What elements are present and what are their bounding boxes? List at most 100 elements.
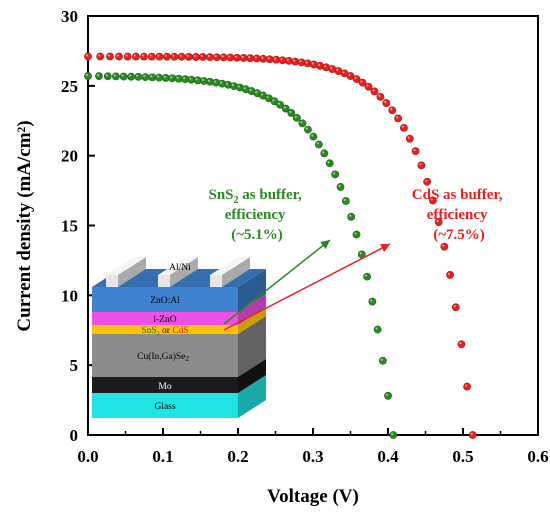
- cds-point-21: [246, 54, 255, 63]
- glass-label: Glass: [154, 402, 175, 412]
- cds-point-16: [212, 53, 221, 62]
- y-tick-label-2: 10: [61, 286, 78, 305]
- cds-point-highlight-20: [241, 55, 244, 58]
- izno-layer-front: [92, 312, 238, 325]
- cds-point-highlight-45: [395, 116, 399, 119]
- sns2-point-highlight-35: [311, 134, 314, 137]
- cds-point-highlight-34: [330, 66, 333, 70]
- buffer-or-label: or: [160, 326, 173, 336]
- sns2-ann-pre: SnS: [209, 187, 234, 203]
- x-tick-label-1: 0.1: [152, 447, 173, 466]
- sns2-point-49: [384, 391, 392, 400]
- cds-point-9: [163, 52, 171, 61]
- sns2-point-highlight-2: [105, 74, 108, 77]
- cds-point-5: [132, 52, 140, 61]
- cds-point-highlight-19: [234, 55, 238, 58]
- cds-point-highlight-48: [413, 148, 416, 152]
- cds-point-40: [364, 82, 373, 91]
- buffer-label: SnS2 or CdS: [141, 326, 188, 337]
- cds-point-49: [417, 161, 426, 170]
- cds-point-highlight-18: [228, 55, 231, 58]
- cds-point-highlight-6: [141, 54, 144, 57]
- cds-point-highlight-21: [248, 55, 251, 59]
- sns2-point-highlight-16: [201, 78, 204, 81]
- znoal-layer-side: [238, 269, 266, 312]
- sns2-point-highlight-7: [143, 74, 146, 78]
- cds-point-7: [147, 52, 156, 61]
- cds-point-19: [233, 53, 241, 62]
- glass-layer-front: [92, 393, 238, 418]
- sns2-arrow: [223, 239, 331, 325]
- cds-point-highlight-36: [342, 71, 345, 74]
- cds-point-54: [446, 271, 454, 279]
- cds-point-22: [252, 54, 261, 63]
- cds-point-3: [115, 52, 123, 61]
- cds-point-2: [106, 52, 114, 61]
- sns2-point-highlight-12: [176, 76, 179, 79]
- cds-point-highlight-54: [447, 272, 451, 275]
- sns2-point-highlight-6: [136, 74, 139, 77]
- cds-point-highlight-52: [436, 219, 439, 223]
- sns2-point-4: [119, 72, 128, 81]
- sns2-point-highlight-41: [343, 198, 346, 202]
- sns2-ann-line3: (~5.1%): [231, 227, 283, 243]
- sns2-point-highlight-42: [349, 214, 352, 217]
- cds-point-15: [205, 53, 214, 62]
- znoal-label: ZnO:Al: [150, 296, 180, 306]
- sns2-point-2: [103, 72, 112, 81]
- cds-point-highlight-16: [214, 55, 217, 58]
- cds-point-highlight-25: [273, 57, 277, 60]
- sns2-point-46: [368, 297, 377, 306]
- x-tick-label-5: 0.5: [452, 447, 473, 466]
- y-tick-label-5: 25: [61, 77, 78, 96]
- alni-finger-front-2: [210, 275, 222, 287]
- buffer-a-sub: 2: [157, 331, 160, 337]
- sns2-point-highlight-19: [219, 81, 223, 84]
- cds-point-12: [184, 52, 193, 61]
- cds-point-highlight-12: [186, 54, 189, 57]
- cds-point-highlight-32: [317, 63, 321, 66]
- sns2-point-32: [292, 113, 301, 122]
- sns2-point-highlight-26: [260, 93, 264, 96]
- sns2-point-33: [298, 119, 307, 128]
- cds-point-highlight-1: [97, 54, 101, 57]
- x-tick-label-4: 0.4: [377, 447, 399, 466]
- cds-point-highlight-44: [390, 108, 393, 111]
- buffer-b-label: CdS: [172, 326, 188, 336]
- sns2-annotation: SnS2 as buffer, efficiency (~5.1%): [209, 187, 306, 243]
- cds-point-47: [405, 134, 414, 143]
- cds-point-4: [123, 52, 132, 61]
- sns2-point-highlight-5: [128, 74, 132, 77]
- sns2-point-highlight-37: [322, 151, 325, 154]
- cds-point-highlight-23: [261, 56, 264, 59]
- cds-point-18: [226, 53, 235, 62]
- cds-point-highlight-27: [286, 58, 289, 61]
- cds-annotation: CdS as buffer, efficiency (~7.5%): [412, 187, 506, 243]
- alni-finger-front-1: [158, 275, 170, 287]
- mo-layer-side: [238, 359, 266, 393]
- cds-point-highlight-31: [311, 62, 314, 65]
- sns2-point-48: [378, 356, 387, 365]
- series-sns2: [84, 72, 398, 439]
- cds-point-43: [382, 99, 391, 107]
- cds-point-highlight-30: [305, 61, 308, 64]
- sns2-point-43: [352, 230, 361, 239]
- sns2-point-34: [304, 125, 312, 134]
- alni-finger-side-0: [118, 257, 146, 287]
- sns2-point-highlight-32: [294, 115, 297, 118]
- cds-point-41: [370, 87, 379, 96]
- sns2-point-highlight-40: [338, 184, 341, 187]
- sns2-point-highlight-11: [170, 76, 173, 79]
- cds-point-48: [411, 147, 420, 156]
- alni-finger-front-0: [106, 275, 118, 287]
- alni-finger-side-2: [222, 257, 250, 287]
- sns2-point-highlight-34: [305, 127, 308, 130]
- sns2-point-highlight-44: [359, 252, 362, 255]
- cds-point-13: [192, 53, 200, 61]
- sns2-point-highlight-3: [113, 74, 116, 77]
- sns2-point-highlight-36: [316, 142, 319, 145]
- cds-point-20: [239, 54, 248, 62]
- sns2-point-highlight-38: [327, 161, 330, 164]
- alni-finger-top-1: [158, 257, 198, 275]
- cds-point-8: [155, 52, 164, 61]
